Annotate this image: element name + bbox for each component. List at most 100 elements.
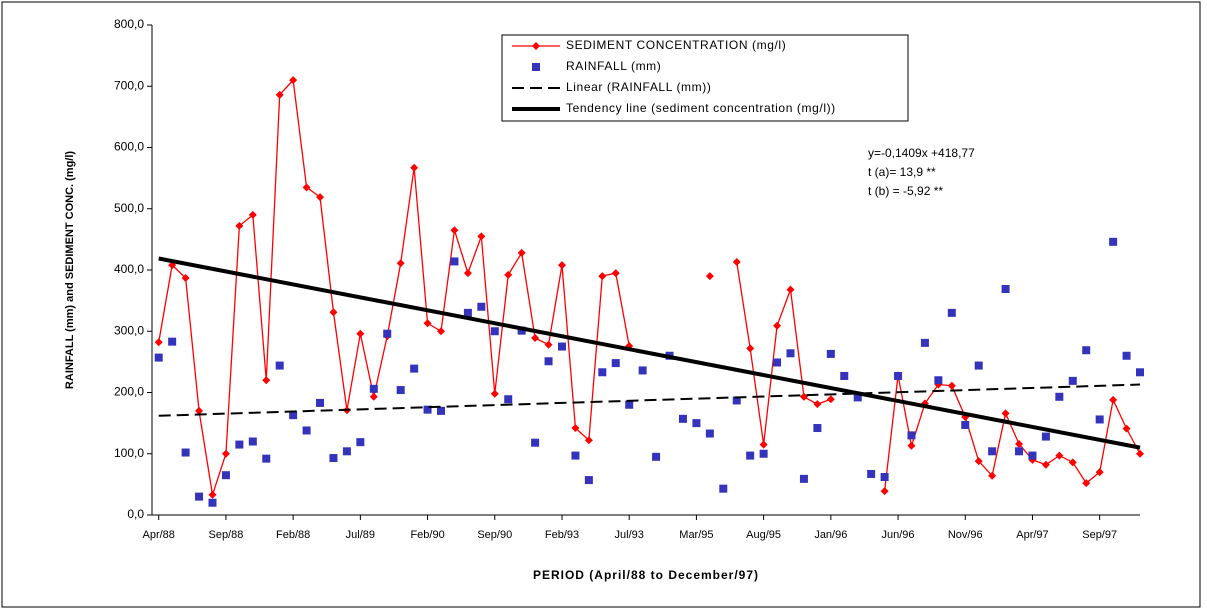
sediment-point	[477, 232, 486, 241]
sediment-point	[316, 193, 325, 202]
sediment-point	[557, 261, 566, 270]
rain-point	[611, 359, 620, 368]
rain-point	[195, 492, 204, 501]
y-tick-label: 600,0	[114, 140, 144, 154]
rain-point	[813, 424, 822, 433]
sediment-point	[544, 340, 553, 349]
rain-point	[208, 498, 217, 507]
y-tick-label: 500,0	[114, 201, 144, 215]
rain-point	[262, 454, 271, 463]
legend-label: RAINFALL (mm)	[566, 59, 661, 73]
sediment-point	[773, 321, 782, 330]
sediment-point	[1109, 395, 1118, 404]
sediment-point	[181, 273, 190, 282]
trend-line	[158, 383, 1141, 417]
y-tick-label: 200,0	[114, 385, 144, 399]
sediment-point	[759, 440, 768, 449]
sediment-point	[208, 490, 217, 499]
sediment-point	[248, 210, 257, 219]
rain-point	[235, 440, 244, 449]
sediment-point	[396, 259, 405, 268]
sediment-point	[1136, 449, 1144, 458]
sediment-point	[1001, 409, 1010, 418]
rain-point	[463, 308, 472, 317]
x-tick-label: Feb/88	[276, 529, 310, 541]
sediment-point	[463, 269, 472, 278]
rain-point	[531, 438, 540, 447]
rain-point	[369, 384, 378, 393]
rain-point	[544, 357, 553, 366]
sediment-point	[571, 424, 580, 433]
rain-point	[557, 342, 566, 351]
sediment-point	[329, 308, 338, 317]
rain-point	[1041, 432, 1050, 441]
rain-point	[840, 371, 849, 380]
rain-point	[692, 419, 701, 428]
rain-point	[853, 393, 862, 402]
x-tick-label: Apr/97	[1016, 529, 1048, 541]
x-tick-label: Sep/90	[477, 529, 512, 541]
trend-line	[158, 256, 1141, 450]
sediment-point	[1015, 439, 1024, 448]
sediment-point	[275, 90, 284, 99]
sediment-point	[1041, 460, 1050, 469]
rain-point	[221, 471, 230, 480]
sediment-point	[746, 344, 755, 353]
y-tick-label: 400,0	[114, 262, 144, 276]
rain-point	[396, 386, 405, 395]
rain-point	[450, 257, 459, 266]
sediment-point	[410, 163, 419, 172]
y-axis-label: RAINFALL (mm) and SEDIMENT CONC. (mg/l)	[64, 151, 76, 389]
rain-point	[974, 361, 983, 370]
rain-point	[504, 395, 513, 404]
rain-point	[678, 414, 687, 423]
rain-point	[961, 420, 970, 429]
sediment-point	[450, 226, 459, 235]
rain-point	[275, 361, 284, 370]
sediment-point	[154, 338, 163, 347]
rain-point	[383, 329, 392, 338]
rain-point	[947, 308, 956, 317]
annotation: y=-0,1409x +418,77	[868, 146, 975, 160]
rain-point	[1001, 284, 1010, 293]
rain-point	[799, 474, 808, 483]
rain-point	[302, 426, 311, 435]
sediment-point	[799, 392, 808, 401]
rain-point	[329, 454, 338, 463]
sediment-point	[437, 327, 446, 336]
rain-point	[1028, 451, 1037, 460]
rain-point	[1095, 415, 1104, 424]
legend-marker	[532, 63, 540, 71]
sediment-point	[195, 406, 204, 415]
sediment-point	[907, 441, 916, 450]
rain-point	[732, 396, 741, 405]
sediment-point	[880, 487, 889, 496]
rain-point	[625, 400, 634, 409]
legend-marker	[532, 42, 540, 50]
rain-point	[920, 338, 929, 347]
rain-point	[934, 376, 943, 385]
rain-point	[584, 476, 593, 485]
legend	[501, 34, 909, 122]
sediment-point	[289, 76, 298, 85]
sediment-point	[504, 270, 513, 279]
sediment-point	[705, 272, 714, 281]
rain-point	[988, 447, 997, 456]
rain-point	[1136, 368, 1144, 377]
x-tick-label: Jan/96	[814, 529, 847, 541]
sediment-point	[423, 319, 432, 328]
sediment-point	[584, 436, 593, 445]
x-tick-label: Nov/96	[948, 529, 983, 541]
sediment-point	[988, 471, 997, 480]
rain-point	[786, 349, 795, 358]
sediment-point	[1068, 458, 1077, 467]
rain-point	[437, 406, 446, 415]
rain-point	[894, 371, 903, 380]
rain-point	[168, 337, 177, 346]
rain-point	[773, 358, 782, 367]
y-tick-label: 300,0	[114, 323, 144, 337]
sediment-point	[598, 272, 607, 281]
x-tick-label: Apr/88	[143, 529, 175, 541]
sediment-point	[974, 457, 983, 466]
rain-point	[1015, 447, 1024, 456]
